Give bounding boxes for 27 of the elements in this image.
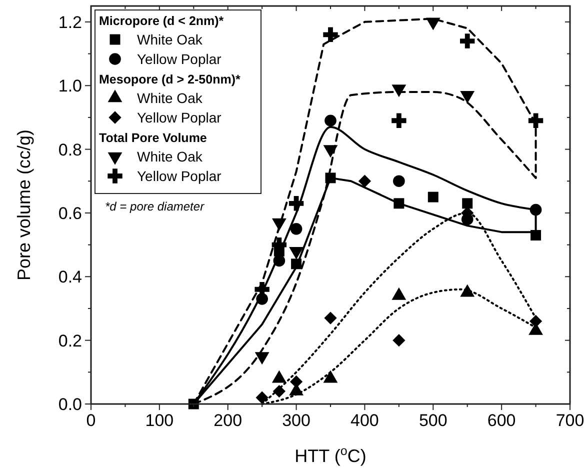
- x-tick-label: 500: [418, 411, 448, 430]
- x-tick-label: 100: [145, 411, 174, 430]
- y-axis-title: Pore volume (cc/g): [14, 129, 34, 281]
- x-tick-label: 400: [350, 411, 379, 430]
- x-tick-label: 700: [556, 411, 584, 430]
- annotation: Mesopore (d > 2-50nm)*: [99, 72, 240, 86]
- y-tick-label: 0.8: [58, 140, 82, 160]
- y-tick-label: 0.2: [58, 331, 82, 350]
- legend-label: White Oak: [137, 32, 204, 48]
- annotation: Total Pore Volume: [99, 131, 207, 145]
- y-tick-label: 1.0: [58, 76, 82, 96]
- annotation: *d = pore diameter: [105, 200, 206, 214]
- x-tick-label: 0: [86, 411, 96, 430]
- y-tick-label: 1.2: [58, 12, 82, 32]
- x-tick-label: 200: [214, 411, 242, 430]
- legend-label: Yellow Poplar: [137, 51, 222, 67]
- y-tick-label: 0.4: [58, 268, 82, 287]
- annotation: Micropore (d < 2nm)*: [99, 14, 224, 28]
- legend-label: Yellow Poplar: [137, 168, 222, 184]
- y-tick-label: 0.6: [58, 204, 82, 223]
- legend-label: Yellow Poplar: [137, 110, 222, 126]
- y-tick-label: 0.0: [58, 395, 82, 414]
- x-tick-label: 300: [282, 411, 310, 430]
- legend-label: White Oak: [137, 90, 204, 106]
- x-tick-label: 600: [487, 411, 516, 430]
- legend-label: White Oak: [137, 148, 204, 164]
- x-axis-title: HTT ($^{o}$C): [294, 444, 366, 466]
